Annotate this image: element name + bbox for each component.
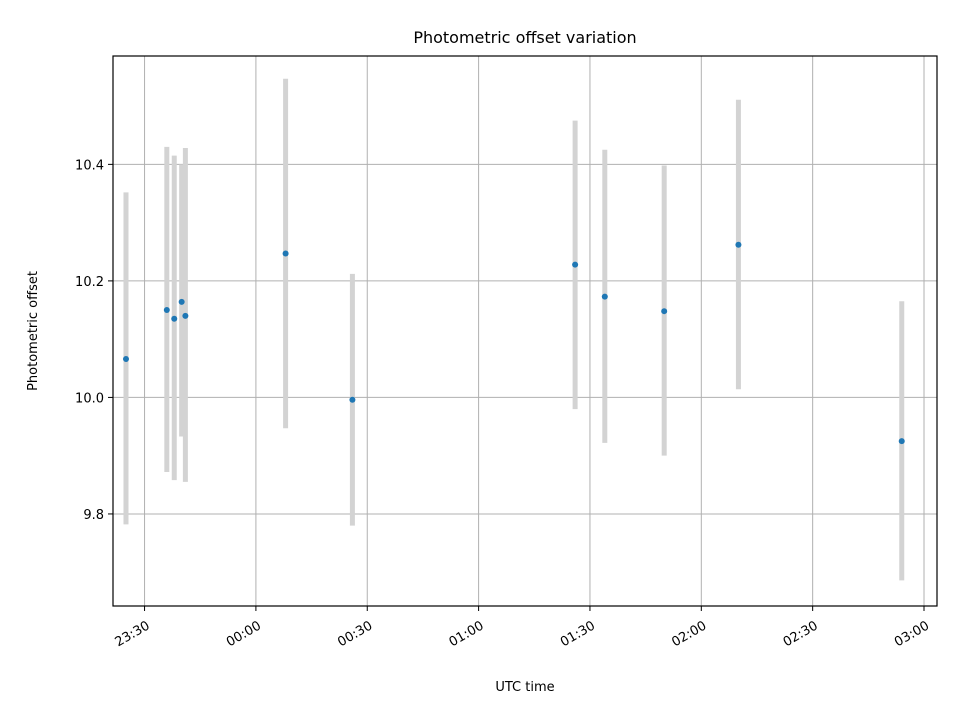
data-point bbox=[182, 312, 189, 319]
x-axis-ticks: 23:30 00:00 00:30 01:00 01:30 02:00 02:30 03:00 bbox=[113, 606, 932, 650]
y-axis-label: Photometric offset bbox=[26, 271, 41, 391]
data-point bbox=[282, 250, 289, 257]
data-point bbox=[349, 396, 356, 403]
x-tick-label: 00:30 bbox=[335, 618, 375, 650]
chart-title: Photometric offset variation bbox=[413, 28, 636, 47]
y-tick-label: 10.0 bbox=[75, 391, 104, 406]
data-points bbox=[122, 241, 905, 445]
error-bars bbox=[123, 78, 905, 581]
y-tick-label: 9.8 bbox=[83, 508, 104, 523]
y-tick-label: 10.2 bbox=[75, 275, 104, 290]
data-point bbox=[735, 241, 742, 248]
data-point bbox=[601, 293, 608, 300]
data-point bbox=[898, 438, 905, 445]
data-point bbox=[171, 315, 178, 322]
x-tick-label: 01:00 bbox=[447, 618, 487, 650]
data-point bbox=[572, 261, 579, 268]
grid-lines bbox=[113, 56, 937, 606]
x-tick-label: 02:30 bbox=[781, 618, 821, 650]
x-tick-label: 23:30 bbox=[113, 618, 153, 650]
y-tick-label: 10.4 bbox=[75, 158, 104, 173]
data-point bbox=[178, 298, 185, 305]
x-tick-label: 01:30 bbox=[558, 618, 598, 650]
data-point bbox=[661, 308, 668, 315]
data-point bbox=[163, 307, 170, 314]
x-axis-label: UTC time bbox=[495, 680, 554, 695]
x-tick-label: 02:00 bbox=[669, 618, 709, 650]
y-axis-ticks: 9.8 10.0 10.2 10.4 bbox=[75, 158, 113, 523]
x-tick-label: 00:00 bbox=[224, 618, 264, 650]
plot-frame bbox=[112, 55, 938, 607]
data-point bbox=[122, 355, 129, 362]
x-tick-label: 03:00 bbox=[892, 618, 932, 650]
